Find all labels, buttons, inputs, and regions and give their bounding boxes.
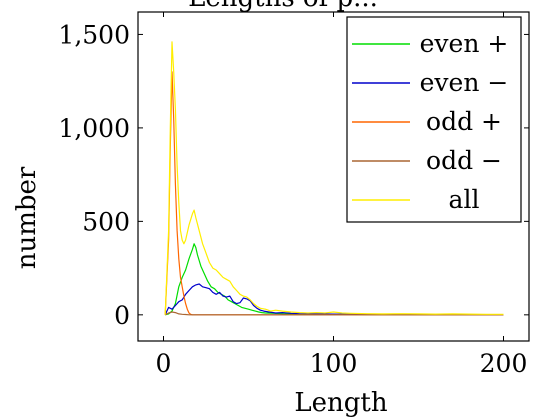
series-line-2 [164, 283, 504, 316]
series-line-4 [164, 311, 504, 316]
y-tick-label: 500 [82, 207, 130, 236]
y-tick-label: 0 [114, 301, 130, 330]
y-tick-label: 1,000 [58, 114, 130, 143]
x-tick-label: 100 [310, 349, 358, 378]
x-tick-label: 200 [480, 349, 528, 378]
legend-label-1: even + [420, 29, 509, 58]
y-tick-label: 1,500 [58, 20, 130, 49]
series-line-1 [165, 243, 504, 316]
ticks-layer: 0 100 200 0 500 1,000 1,500 [58, 12, 529, 378]
legend-label-2: even − [420, 68, 509, 97]
legend-label-5: all [449, 185, 480, 214]
legend-label-3: odd + [426, 107, 502, 136]
chart-title: Lengths of p... [188, 0, 378, 13]
legend-label-4: odd − [426, 146, 502, 175]
y-axis-label: number [12, 166, 42, 269]
legend: even + even − odd + odd − all [346, 16, 522, 223]
x-tick-label: 0 [156, 349, 172, 378]
series-layer [164, 41, 504, 316]
x-axis-label: Length [294, 388, 387, 417]
legend-box [346, 16, 522, 223]
series-line-5 [164, 41, 504, 315]
